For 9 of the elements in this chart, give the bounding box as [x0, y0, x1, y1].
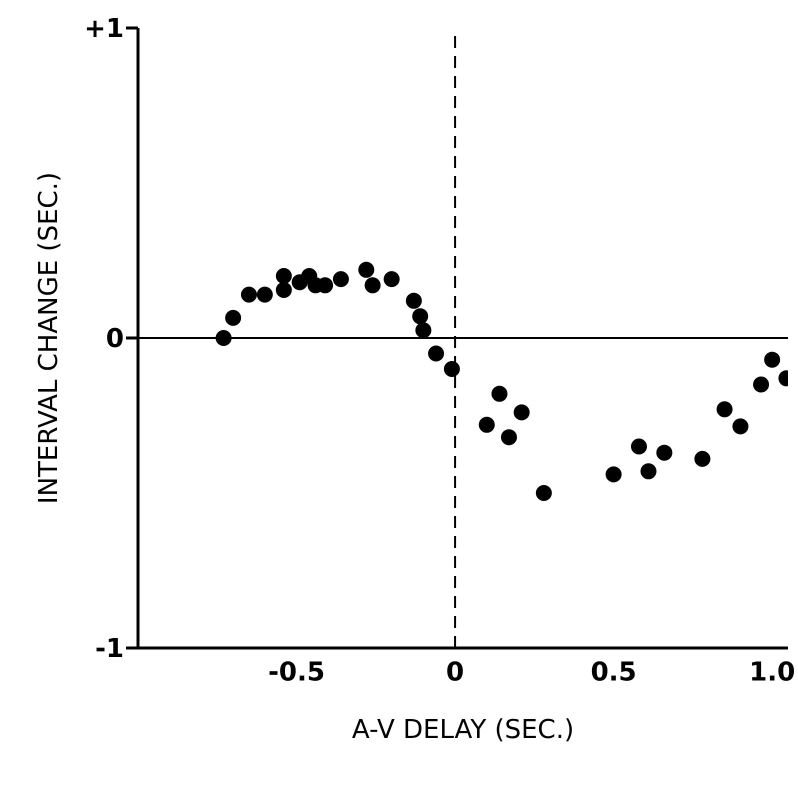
y-tick-label: 0 [106, 324, 124, 354]
x-tick-label: -0.5 [268, 657, 325, 688]
x-tick-label: 1.0 [749, 657, 796, 688]
x-tick-label: 0.5 [590, 657, 637, 688]
x-axis-title: A-V DELAY (SEC.) [352, 715, 574, 745]
y-axis-title: INTERVAL CHANGE (SEC.) [34, 172, 64, 504]
x-tick-label: 0 [446, 657, 464, 688]
y-tick-label: -1 [95, 634, 124, 664]
y-tick-label: +1 [84, 14, 124, 44]
